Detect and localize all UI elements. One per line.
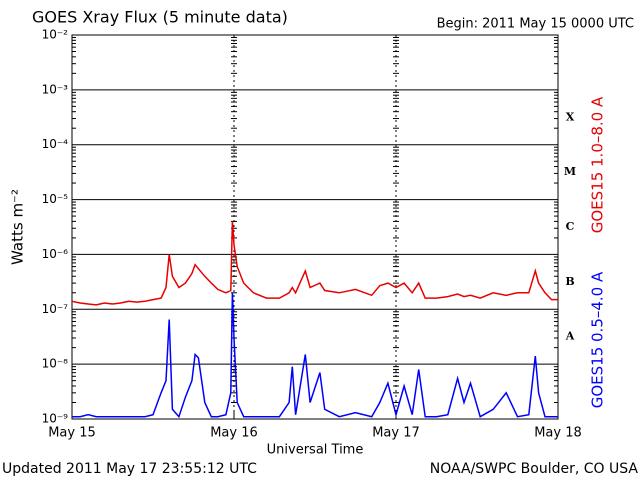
y-tick-label: 10⁻⁴ [42, 137, 69, 151]
x-tick-label: May 16 [210, 426, 258, 441]
y-tick-label: 10⁻⁵ [42, 192, 69, 206]
plot-frame [71, 34, 559, 420]
y-tick-label: 10⁻⁷ [42, 302, 69, 316]
series-line [71, 221, 558, 306]
y-tick-label: 10⁻⁸ [42, 357, 69, 371]
y-tick-label: 10⁻⁶ [42, 247, 69, 261]
footer-updated: Updated 2011 May 17 23:55:12 UTC [2, 461, 257, 477]
legend-entry: GOES15 1.0–8.0 A [589, 96, 607, 233]
y-tick-label: 10⁻³ [42, 82, 69, 96]
y-tick-label: 10⁻⁹ [42, 412, 69, 426]
legend-entry: GOES15 0.5–4.0 A [589, 271, 607, 408]
y-tick-label: 10⁻² [42, 28, 69, 42]
flare-class: X [566, 110, 575, 123]
footer-credit: NOAA/SWPC Boulder, CO USA [430, 461, 639, 477]
x-tick-label: May 18 [534, 426, 582, 441]
y-axis-label: Watts m⁻² [9, 189, 27, 265]
x-axis-label: Universal Time [267, 443, 364, 458]
x-tick-label: May 17 [372, 426, 420, 441]
flare-class: M [564, 165, 576, 178]
series-line [72, 292, 558, 419]
flare-class: C [566, 220, 575, 233]
flare-class: A [565, 330, 575, 343]
chart-title: GOES Xray Flux (5 minute data) [32, 8, 288, 27]
flare-class: B [565, 275, 574, 288]
begin-label: Begin: 2011 May 15 0000 UTC [437, 17, 634, 32]
x-tick-label: May 15 [48, 426, 96, 441]
